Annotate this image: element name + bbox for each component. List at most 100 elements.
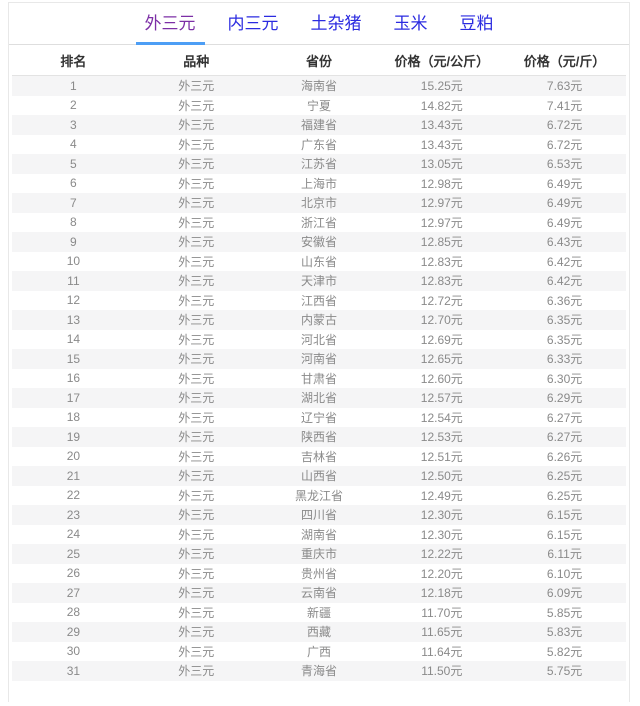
price-jin-cell: 6.25元 (546, 469, 583, 484)
province-cell: 广东省 (300, 137, 337, 152)
rank-cell: 29 (66, 624, 81, 639)
price-kg-cell: 11.50元 (421, 664, 463, 679)
price-kg-cell: 12.51元 (420, 449, 463, 464)
tab-doupo[interactable]: 豆粕 (459, 14, 494, 33)
table-row: 4 外三元 广东省 13.43元 6.72元 (12, 135, 626, 155)
rank-cell: 18 (66, 410, 81, 425)
variety-cell: 外三元 (178, 508, 215, 523)
variety-cell: 外三元 (178, 352, 215, 367)
rank-cell: 4 (70, 137, 77, 152)
rank-cell: 27 (66, 585, 81, 600)
province-cell: 吉林省 (300, 449, 337, 464)
tab-neisanyuan[interactable]: 内三元 (227, 14, 279, 33)
price-jin-cell: 6.29元 (546, 391, 583, 406)
province-cell: 江苏省 (300, 157, 337, 172)
variety-cell: 外三元 (178, 254, 215, 269)
table-row: 5 外三元 江苏省 13.05元 6.53元 (12, 154, 626, 174)
price-kg-cell: 12.98元 (420, 176, 463, 191)
price-kg-cell: 15.25元 (420, 79, 463, 94)
variety-cell: 外三元 (178, 98, 215, 113)
table-row: 8 外三元 浙江省 12.97元 6.49元 (12, 213, 626, 233)
price-jin-cell: 6.10元 (546, 566, 583, 581)
price-kg-cell: 12.72元 (420, 293, 463, 308)
price-jin-cell: 5.75元 (546, 664, 583, 679)
rank-cell: 3 (70, 117, 77, 132)
table-row: 26 外三元 贵州省 12.20元 6.10元 (12, 564, 626, 584)
province-cell: 内蒙古 (300, 313, 337, 328)
tab-yumi[interactable]: 玉米 (393, 14, 428, 33)
variety-cell: 外三元 (178, 625, 215, 640)
price-kg-cell: 12.54元 (420, 410, 463, 425)
province-cell: 湖南省 (300, 527, 337, 542)
rank-cell: 14 (66, 332, 81, 347)
price-jin-cell: 6.42元 (546, 274, 583, 289)
price-jin-cell: 6.33元 (546, 352, 583, 367)
province-cell: 重庆市 (300, 547, 337, 562)
province-cell: 福建省 (300, 118, 337, 133)
price-kg-cell: 11.65元 (421, 625, 463, 640)
table-row: 12 外三元 江西省 12.72元 6.36元 (12, 291, 626, 311)
price-kg-cell: 12.83元 (420, 274, 463, 289)
price-jin-cell: 5.83元 (546, 625, 583, 640)
province-cell: 安徽省 (300, 235, 337, 250)
price-jin-cell: 6.49元 (546, 176, 583, 191)
table-row: 9 外三元 安徽省 12.85元 6.43元 (12, 232, 626, 252)
rank-cell: 1 (70, 78, 77, 93)
rank-cell: 9 (70, 234, 77, 249)
table-row: 18 外三元 辽宁省 12.54元 6.27元 (12, 408, 626, 428)
table-row: 1 外三元 海南省 15.25元 7.63元 (12, 75, 626, 96)
price-jin-cell: 6.42元 (546, 254, 583, 269)
province-cell: 海南省 (300, 79, 337, 94)
variety-cell: 外三元 (178, 605, 215, 620)
variety-cell: 外三元 (178, 137, 215, 152)
rank-cell: 10 (66, 254, 81, 269)
header-rank: 排名 (12, 45, 135, 76)
province-cell: 新疆 (306, 605, 331, 620)
rank-cell: 21 (66, 468, 81, 483)
price-kg-cell: 11.64元 (421, 644, 463, 659)
table-row: 20 外三元 吉林省 12.51元 6.26元 (12, 447, 626, 467)
price-jin-cell: 6.27元 (546, 410, 583, 425)
variety-cell: 外三元 (178, 79, 215, 94)
table-row: 13 外三元 内蒙古 12.70元 6.35元 (12, 310, 626, 330)
rank-cell: 6 (70, 176, 77, 191)
price-jin-cell: 7.63元 (546, 79, 583, 94)
variety-cell: 外三元 (178, 566, 215, 581)
price-kg-cell: 13.05元 (420, 157, 463, 172)
rank-cell: 31 (66, 663, 81, 678)
table-row: 21 外三元 山西省 12.50元 6.25元 (12, 466, 626, 486)
rank-cell: 26 (66, 566, 81, 581)
province-cell: 浙江省 (300, 215, 337, 230)
rank-cell: 30 (66, 644, 81, 659)
table-row: 23 外三元 四川省 12.30元 6.15元 (12, 505, 626, 525)
price-kg-cell: 12.60元 (420, 371, 463, 386)
variety-cell: 外三元 (178, 391, 215, 406)
table-row: 2 外三元 宁夏 14.82元 7.41元 (12, 96, 626, 116)
table-row: 22 外三元 黑龙江省 12.49元 6.25元 (12, 486, 626, 506)
price-panel: 外三元 内三元 土杂猪 玉米 豆粕 排名 品种 省份 价格（元/公斤） 价格（元… (8, 2, 630, 702)
table-body: 1 外三元 海南省 15.25元 7.63元 2 外三元 宁夏 14.82元 7… (12, 75, 626, 681)
province-cell: 青海省 (300, 664, 337, 679)
price-kg-cell: 12.83元 (420, 254, 463, 269)
province-cell: 宁夏 (306, 98, 331, 113)
table-row: 30 外三元 广西 11.64元 5.82元 (12, 642, 626, 662)
price-kg-cell: 12.50元 (420, 469, 463, 484)
tab-tuzazhu[interactable]: 土杂猪 (310, 14, 362, 33)
province-cell: 甘肃省 (300, 371, 337, 386)
province-cell: 广西 (306, 644, 331, 659)
table-row: 27 外三元 云南省 12.18元 6.09元 (12, 583, 626, 603)
rank-cell: 5 (70, 156, 77, 171)
variety-cell: 外三元 (178, 664, 215, 679)
variety-cell: 外三元 (178, 371, 215, 386)
rank-cell: 22 (66, 488, 81, 503)
variety-cell: 外三元 (178, 293, 215, 308)
rank-cell: 2 (70, 98, 77, 113)
price-kg-cell: 12.69元 (420, 332, 463, 347)
table-row: 19 外三元 陕西省 12.53元 6.27元 (12, 427, 626, 447)
rank-cell: 15 (66, 351, 81, 366)
variety-cell: 外三元 (178, 488, 215, 503)
tab-waisanyuan[interactable]: 外三元 (135, 3, 205, 45)
table-header: 排名 品种 省份 价格（元/公斤） 价格（元/斤） (12, 45, 626, 76)
price-jin-cell: 6.09元 (546, 586, 583, 601)
variety-cell: 外三元 (178, 332, 215, 347)
